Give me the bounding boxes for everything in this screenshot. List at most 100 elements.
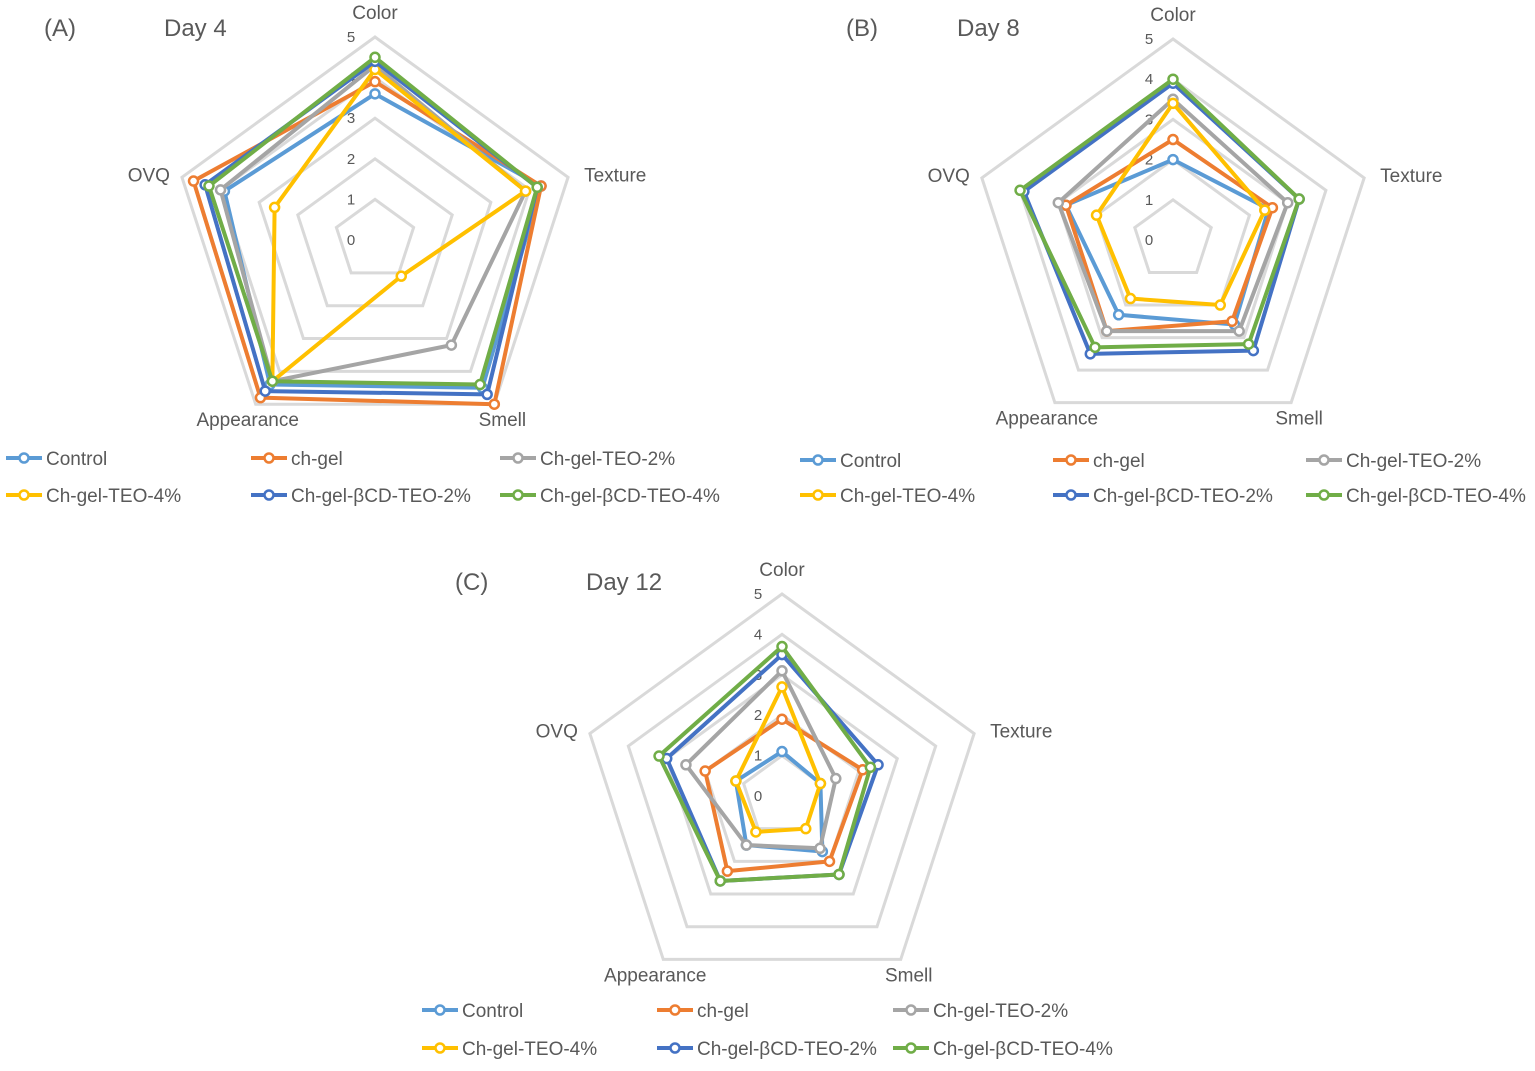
- panel-1-point-ch-gel-teo-4pct-ovq: [268, 201, 281, 214]
- panel-1-gridline-3: [257, 116, 493, 341]
- panel-1-point-control-color: [369, 88, 381, 100]
- legend-swatch-marker: [434, 1042, 446, 1054]
- legend-label: Ch-gel-TEO-4%: [840, 486, 975, 507]
- panel-2-tick-label: 2: [1145, 152, 1153, 169]
- panel-1-point-ch-gel-betacd-teo-2pct-smell: [481, 388, 493, 401]
- panel-2-point-ch-gel-smell: [1226, 315, 1238, 328]
- panel-2-point-ch-gel-teo-4pct-texture: [1259, 204, 1271, 216]
- panel-3-axis-label-appearance: Appearance: [604, 965, 706, 986]
- panel-3-series-ch-gel: [699, 713, 869, 877]
- legend-swatch-marker: [18, 452, 30, 464]
- panel-3-point-ch-gel-teo-2pct-ovq: [680, 759, 692, 771]
- panel-3-point-ch-gel-teo-4pct-texture: [814, 777, 827, 790]
- panel-2-point-ch-gel-betacd-teo-4pct-appearance: [1089, 341, 1101, 354]
- panel-1-point-ch-gel-color: [369, 75, 381, 88]
- panel-1-point-ch-gel-betacd-teo-4pct-smell: [474, 378, 486, 391]
- panel-1-point-ch-gel-smell: [488, 398, 501, 410]
- panel-1-series-ch-gel-betacd-teo-4pct: [203, 51, 543, 391]
- panel-3-point-ch-gel-teo-4pct-appearance: [750, 826, 762, 838]
- legend-swatch-marker: [669, 1042, 681, 1054]
- panel-1-axis-label-ovq: OVQ: [128, 165, 170, 186]
- panel-2-legend-item-ch-gel-betacd-teo-4pct: Ch-gel-βCD-TEO-4%: [1306, 486, 1526, 507]
- legend-swatch-marker: [905, 1042, 917, 1054]
- panel-2-legend-item-control: Control: [800, 451, 901, 472]
- legend-label: Ch-gel-βCD-TEO-2%: [291, 486, 471, 507]
- panel-1-point-ch-gel-ovq: [187, 175, 200, 187]
- legend-swatch-marker: [905, 1004, 917, 1016]
- panel-3-series-line-ch-gel-betacd-teo-4pct: [657, 644, 873, 883]
- panel-2-chart-title: Day 8: [957, 15, 1020, 42]
- panel-2-panel-label: (B): [846, 15, 878, 42]
- panel-2-point-ch-gel-teo-4pct-smell: [1214, 299, 1227, 311]
- legend-label: Ch-gel-βCD-TEO-4%: [933, 1039, 1113, 1060]
- panel-2-series-line-control: [1063, 157, 1271, 327]
- panel-3-point-ch-gel-betacd-teo-4pct-smell: [833, 868, 845, 881]
- panel-2-point-ch-gel-betacd-teo-4pct-color: [1167, 73, 1179, 85]
- panel-1-point-ch-gel-betacd-teo-4pct-appearance: [266, 375, 279, 387]
- panel-2-point-control-color: [1167, 153, 1179, 166]
- panel-2-series-line-ch-gel-betacd-teo-4pct: [1018, 77, 1302, 350]
- legend-label: Ch-gel-βCD-TEO-4%: [540, 486, 720, 507]
- panel-3-gridline-3: [664, 672, 900, 896]
- panel-2-legend-item-ch-gel-betacd-teo-2pct: Ch-gel-βCD-TEO-2%: [1053, 486, 1273, 507]
- panel-3-legend-item-ch-gel-betacd-teo-2pct: Ch-gel-βCD-TEO-2%: [657, 1039, 877, 1060]
- panel-1-point-ch-gel-betacd-teo-4pct-texture: [531, 181, 543, 194]
- panel-3-series-line-ch-gel-teo-2pct: [683, 668, 838, 851]
- panel-3-point-ch-gel-color: [776, 713, 788, 725]
- panel-1-axis-label-appearance: Appearance: [196, 410, 298, 431]
- panel-3-point-ch-gel-betacd-teo-4pct-texture: [864, 761, 877, 774]
- legend-label: Ch-gel-βCD-TEO-2%: [1093, 486, 1273, 507]
- legend-label: Control: [840, 451, 901, 472]
- panel-2-point-ch-gel-teo-4pct-color: [1167, 97, 1179, 110]
- panel-1-gridline-5: [180, 35, 570, 406]
- panel-3-axis-label-color: Color: [759, 560, 805, 581]
- legend-label: Control: [46, 449, 107, 470]
- panel-1-chart-title: Day 4: [164, 15, 227, 42]
- panel-1-legend-item-ch-gel-betacd-teo-4pct: Ch-gel-βCD-TEO-4%: [500, 486, 720, 507]
- panel-3-series-ch-gel-teo-2pct: [680, 665, 842, 855]
- panel-1-gridline-1: [334, 197, 416, 275]
- panel-3-axis-label-smell: Smell: [885, 965, 933, 986]
- panel-3-gridline-5: [588, 592, 976, 961]
- panel-2-point-ch-gel-teo-4pct-appearance: [1124, 292, 1137, 305]
- legend-label: Ch-gel-βCD-TEO-2%: [697, 1039, 877, 1060]
- panel-3-point-control-color: [776, 745, 788, 758]
- panel-1-point-ch-gel-teo-2pct-smell: [445, 339, 458, 351]
- panel-1-legend-item-ch-gel-teo-2pct: Ch-gel-TEO-2%: [500, 449, 675, 470]
- panel-3-axis-label-ovq: OVQ: [536, 722, 578, 743]
- panel-2-tick-label: 4: [1145, 71, 1153, 88]
- panel-1-panel-label: (A): [44, 15, 76, 42]
- panel-1-tick-label: 5: [347, 29, 355, 46]
- panel-3-tick-label: 1: [754, 748, 762, 765]
- panel-2-tick-label: 5: [1145, 31, 1153, 48]
- panel-3-tick-label: 5: [754, 586, 762, 603]
- panel-2-axis-label-color: Color: [1150, 5, 1196, 26]
- panel-3-gridline-4: [626, 632, 938, 929]
- panel-1-point-ch-gel-teo-4pct-smell: [395, 270, 408, 282]
- panel-2-point-ch-gel-teo-4pct-ovq: [1090, 209, 1103, 221]
- legend-swatch-marker: [1318, 454, 1330, 466]
- panel-1-tick-label: 2: [347, 151, 355, 168]
- panel-2-gridline-3: [1056, 117, 1290, 340]
- panel-2-point-ch-gel-color: [1167, 133, 1179, 146]
- panel-3-legend-item-control: Control: [422, 1001, 523, 1022]
- legend-label: Ch-gel-TEO-2%: [540, 449, 675, 470]
- legend-swatch-marker: [812, 454, 824, 466]
- panel-1-axis-label-texture: Texture: [584, 165, 646, 186]
- legend-label: Ch-gel-βCD-TEO-4%: [1346, 486, 1526, 507]
- panel-1-axis-label-smell: Smell: [479, 410, 527, 431]
- panel-1-tick-label: 0: [347, 232, 355, 249]
- panel-2-legend-item-ch-gel-teo-4pct: Ch-gel-TEO-4%: [800, 486, 975, 507]
- panel-3-legend-item-ch-gel-teo-4pct: Ch-gel-TEO-4%: [422, 1039, 597, 1060]
- panel-3-point-ch-gel-ovq: [699, 765, 711, 777]
- panel-3-legend: Control ch-gel Ch-gel-TEO-2% Ch-gel-TEO-4% C…: [422, 1001, 1113, 1060]
- legend-swatch-marker: [812, 489, 824, 501]
- legend-swatch-marker: [512, 452, 524, 464]
- panel-1-legend-item-ch-gel: ch-gel: [251, 449, 343, 470]
- panel-3-point-ch-gel-teo-4pct-smell: [799, 822, 812, 835]
- legend-label: Ch-gel-TEO-4%: [462, 1039, 597, 1060]
